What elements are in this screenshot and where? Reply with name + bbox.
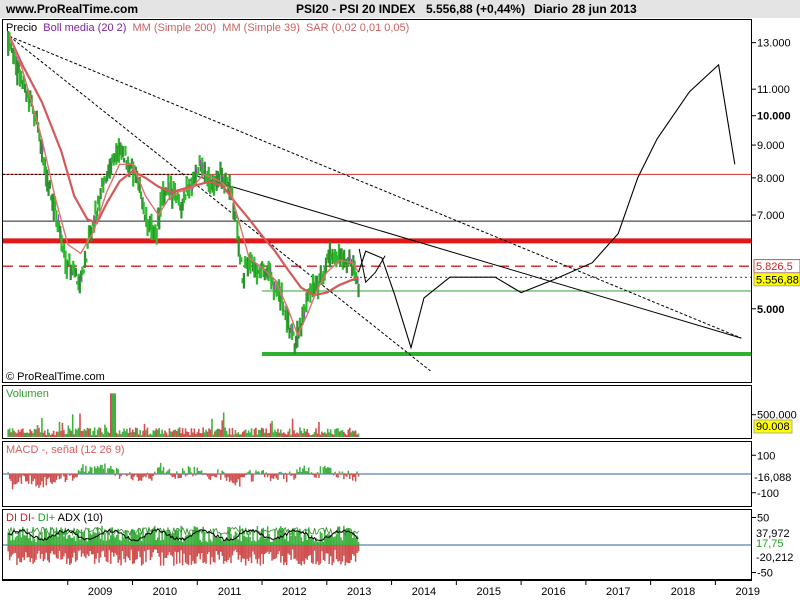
legend-sar: SAR (0,02 0,01 0,05) — [306, 22, 409, 34]
volume-tick-label-0: 500.000 — [757, 410, 797, 422]
price-tick-label-5: 7.000 — [757, 210, 785, 222]
dmi-legend-part-2: DI+ — [38, 512, 55, 524]
time-label-1: 2010 — [153, 586, 177, 598]
dmi-legend: DI DI- DI+ ADX (10) — [6, 512, 103, 524]
chart-header: www.ProRealTime.com PSI20 - PSI 20 INDEX… — [0, 0, 800, 18]
watermark: © ProRealTime.com — [6, 371, 105, 383]
dmi-legend-part-3: ADX (10) — [55, 512, 103, 524]
macd-legend: MACD -, señal (12 26 9) — [6, 444, 125, 456]
di-plus-line — [7, 526, 359, 537]
dmi-tick-label-1: -50 — [757, 568, 773, 580]
macd-tick-label-1: -100 — [757, 488, 779, 500]
time-label-2: 2011 — [218, 586, 242, 598]
price-tick-label-2: 10.000 — [757, 111, 791, 123]
price-panel — [2, 19, 752, 383]
period-label: Diario — [534, 2, 569, 16]
time-label-10: 2019 — [736, 586, 760, 598]
time-label-0: 2009 — [88, 586, 112, 598]
dmi-legend-part-0: DI — [6, 512, 17, 524]
legend-mm39: MM (Simple 39) — [222, 22, 300, 34]
price-label-1: 5.556,88 — [756, 274, 799, 286]
projection-line — [357, 63, 736, 350]
time-label-3: 2012 — [282, 586, 306, 598]
price-tick-label-1: 11.000 — [757, 84, 790, 96]
price-label-0: 5.826,5 — [756, 261, 793, 273]
dmi-tick-label-0: 50 — [757, 513, 769, 525]
time-label-6: 2015 — [476, 586, 500, 598]
volume-legend: Volumen — [6, 388, 49, 400]
dmi-last-value-2: -20,212 — [756, 552, 793, 564]
dmi-layer — [3, 525, 751, 566]
volume-last-value: 90.008 — [756, 421, 790, 433]
time-label-7: 2016 — [541, 586, 565, 598]
macd-last-value: -16,088 — [754, 472, 791, 484]
price-tick-label-3: 9.000 — [757, 140, 785, 152]
time-label-5: 2014 — [412, 586, 436, 598]
price-tick-label-4: 8.000 — [757, 173, 785, 185]
time-label-4: 2013 — [347, 586, 371, 598]
trend-line-2 — [190, 173, 742, 339]
mm39-line — [8, 36, 360, 337]
time-label-8: 2017 — [606, 586, 630, 598]
price-legend: Precio Boll media (20 2) MM (Simple 200)… — [6, 22, 409, 34]
price-layer — [3, 30, 751, 372]
site-name[interactable]: www.ProRealTime.com — [6, 2, 139, 16]
chart-date: 28 jun 2013 — [572, 2, 637, 16]
dmi-last-value-1: 17,75 — [756, 538, 784, 550]
volume-panel — [2, 385, 752, 439]
trend-line-0 — [9, 35, 742, 339]
dmi-last-value-0: 37,972 — [756, 528, 790, 540]
dmi-legend-part-1: DI- — [17, 512, 38, 524]
legend-precio: Precio — [6, 22, 37, 34]
instrument-title: PSI20 - PSI 20 INDEX — [296, 2, 416, 16]
volume-layer — [7, 393, 360, 437]
time-label-9: 2018 — [671, 586, 695, 598]
projection-minor — [358, 248, 386, 284]
adx-line — [8, 528, 359, 542]
legend-boll: Boll media (20 2) — [43, 22, 126, 34]
price-tick-label-0: 13.000 — [757, 38, 791, 50]
last-quote: 5.556,88 (+0,44%) — [426, 2, 526, 16]
volume-last-box — [753, 419, 793, 434]
macd-tick-label-0: 100 — [757, 450, 775, 462]
price-label-box-1 — [753, 272, 800, 287]
mm200-line — [8, 35, 359, 297]
price-tick-label-6: 5.000 — [757, 304, 785, 316]
macd-layer — [3, 462, 751, 490]
legend-mm200: MM (Simple 200) — [132, 22, 216, 34]
axis-layer: 13.000 11.000 10.000 9.000 8.000 7.000 5.000 5.… — [67, 38, 800, 598]
